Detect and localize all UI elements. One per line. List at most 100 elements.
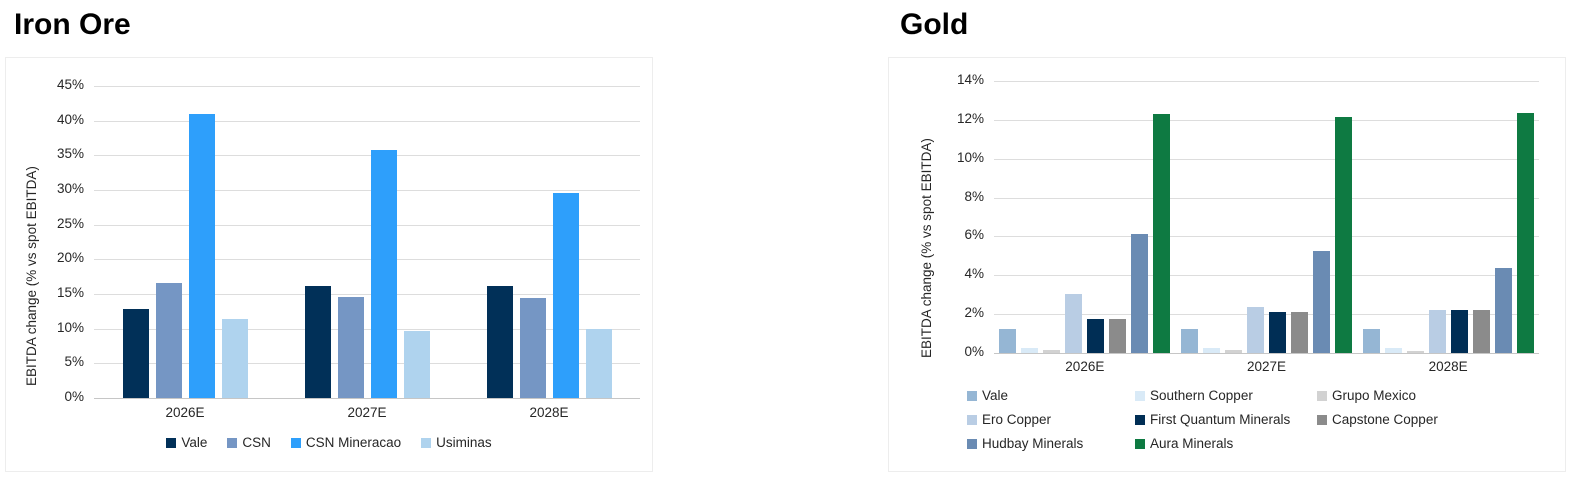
bar-capstone-copper — [1472, 310, 1490, 353]
y-tick-label: 5% — [64, 354, 84, 370]
gridline — [994, 119, 1539, 121]
gridline — [94, 294, 640, 295]
bar-vale — [122, 309, 149, 398]
bar-southern-copper — [1384, 348, 1402, 353]
legend-label: Capstone Copper — [1332, 412, 1438, 427]
bar-vale — [1362, 328, 1380, 353]
bar-usiminas — [585, 329, 612, 398]
legend-label: Vale — [181, 435, 208, 450]
legend-label: Vale — [982, 388, 1009, 403]
bar-vale — [486, 285, 513, 398]
bar-csn-mineracao — [370, 149, 397, 398]
gridline — [994, 158, 1539, 160]
legend-item: Southern Copper — [1135, 388, 1317, 403]
legend-label: Hudbay Minerals — [982, 436, 1084, 451]
legend-swatch — [967, 414, 977, 425]
gold-chart-title: Gold — [900, 8, 969, 41]
legend-swatch — [1317, 390, 1327, 401]
legend-label: Grupo Mexico — [1332, 388, 1417, 403]
iron-ore-chart-title: Iron Ore — [14, 8, 131, 41]
legend-label: CSN — [242, 435, 271, 450]
legend-swatch — [290, 437, 301, 448]
y-tick-label: 6% — [964, 227, 984, 243]
y-tick-label: 45% — [56, 77, 84, 92]
gridline — [994, 275, 1539, 277]
iron-ore-y-axis-title: EBITDA change (% vs spot EBITDA) — [24, 166, 39, 386]
bar-csn — [337, 296, 364, 398]
legend-item: CSN Mineracao — [290, 435, 402, 450]
gridline — [94, 86, 640, 87]
y-tick-label: 20% — [56, 250, 84, 266]
x-category-label: 2026E — [1065, 359, 1105, 374]
y-tick-label: 4% — [964, 266, 984, 282]
y-tick-label: 14% — [956, 72, 984, 87]
gridline — [994, 197, 1539, 199]
x-category-label: 2027E — [347, 405, 387, 420]
x-axis-line — [94, 398, 640, 399]
x-axis-line — [994, 353, 1539, 354]
gold-legend: Vale Southern Copper Grupo Mexico Ero Coppe… — [967, 388, 1438, 451]
gridline — [94, 120, 640, 122]
iron-ore-legend: Vale CSN CSN Mineracao Usiminas — [66, 435, 592, 450]
legend-label: Usiminas — [436, 435, 492, 450]
gold-y-axis-title: EBITDA change (% vs spot EBITDA) — [919, 138, 934, 358]
bar-csn — [519, 298, 546, 398]
legend-swatch — [1135, 438, 1145, 449]
legend-label: CSN Mineracao — [305, 435, 402, 450]
bar-hudbay-minerals — [1131, 233, 1149, 353]
gridline — [994, 236, 1539, 238]
x-category-label: 2027E — [1246, 359, 1286, 374]
bar-grupo-mexico — [1225, 350, 1242, 353]
legend-swatch — [1135, 414, 1145, 425]
bar-vale — [304, 285, 331, 398]
bar-aura-minerals — [1516, 113, 1534, 353]
legend-swatch — [227, 437, 238, 448]
y-tick-label: 8% — [964, 188, 984, 204]
legend-label: Aura Minerals — [1150, 436, 1234, 451]
y-tick-label: 35% — [56, 146, 84, 162]
legend-item: Grupo Mexico — [1317, 388, 1438, 403]
bar-usiminas — [221, 318, 248, 398]
bar-csn — [155, 282, 182, 398]
bar-csn-mineracao — [552, 193, 579, 398]
bar-first-quantum-minerals — [1087, 319, 1105, 353]
y-tick-label: 2% — [964, 305, 984, 321]
gold-chart-panel: EBITDA change (% vs spot EBITDA) 0% 2% 4% 6… — [888, 57, 1566, 472]
gridline — [94, 190, 640, 191]
bar-aura-minerals — [1153, 114, 1171, 353]
y-tick-label: 10% — [56, 319, 84, 335]
legend-swatch — [1317, 414, 1327, 425]
bar-aura-minerals — [1335, 116, 1352, 353]
bar-grupo-mexico — [1043, 350, 1061, 353]
bar-hudbay-minerals — [1494, 267, 1512, 353]
y-tick-label: 25% — [56, 215, 84, 231]
gridline — [94, 328, 640, 330]
legend-item: CSN — [227, 435, 271, 450]
gridline — [94, 259, 640, 261]
y-tick-label: 15% — [56, 285, 84, 300]
legend-label: Ero Copper — [982, 412, 1052, 427]
legend-swatch — [421, 437, 432, 448]
bar-southern-copper — [1021, 348, 1039, 353]
gridline — [94, 224, 640, 226]
legend-item: Usiminas — [421, 435, 492, 450]
y-tick-label: 0% — [64, 389, 84, 404]
legend-label: First Quantum Minerals — [1150, 412, 1291, 427]
bar-vale — [999, 328, 1017, 353]
legend-swatch — [1135, 390, 1145, 401]
gridline — [94, 363, 640, 365]
bar-usiminas — [403, 330, 430, 398]
gridline — [994, 81, 1539, 82]
bar-csn-mineracao — [188, 113, 215, 398]
legend-item: Ero Copper — [967, 412, 1135, 427]
y-tick-label: 10% — [956, 149, 984, 165]
legend-item: Hudbay Minerals — [967, 436, 1135, 451]
bar-hudbay-minerals — [1313, 251, 1330, 353]
legend-item: First Quantum Minerals — [1135, 412, 1317, 427]
x-category-label: 2026E — [165, 405, 205, 420]
bar-grupo-mexico — [1406, 351, 1424, 353]
legend-swatch — [967, 438, 977, 449]
x-category-label: 2028E — [529, 405, 569, 420]
y-tick-label: 0% — [964, 344, 984, 359]
bar-first-quantum-minerals — [1450, 310, 1468, 353]
